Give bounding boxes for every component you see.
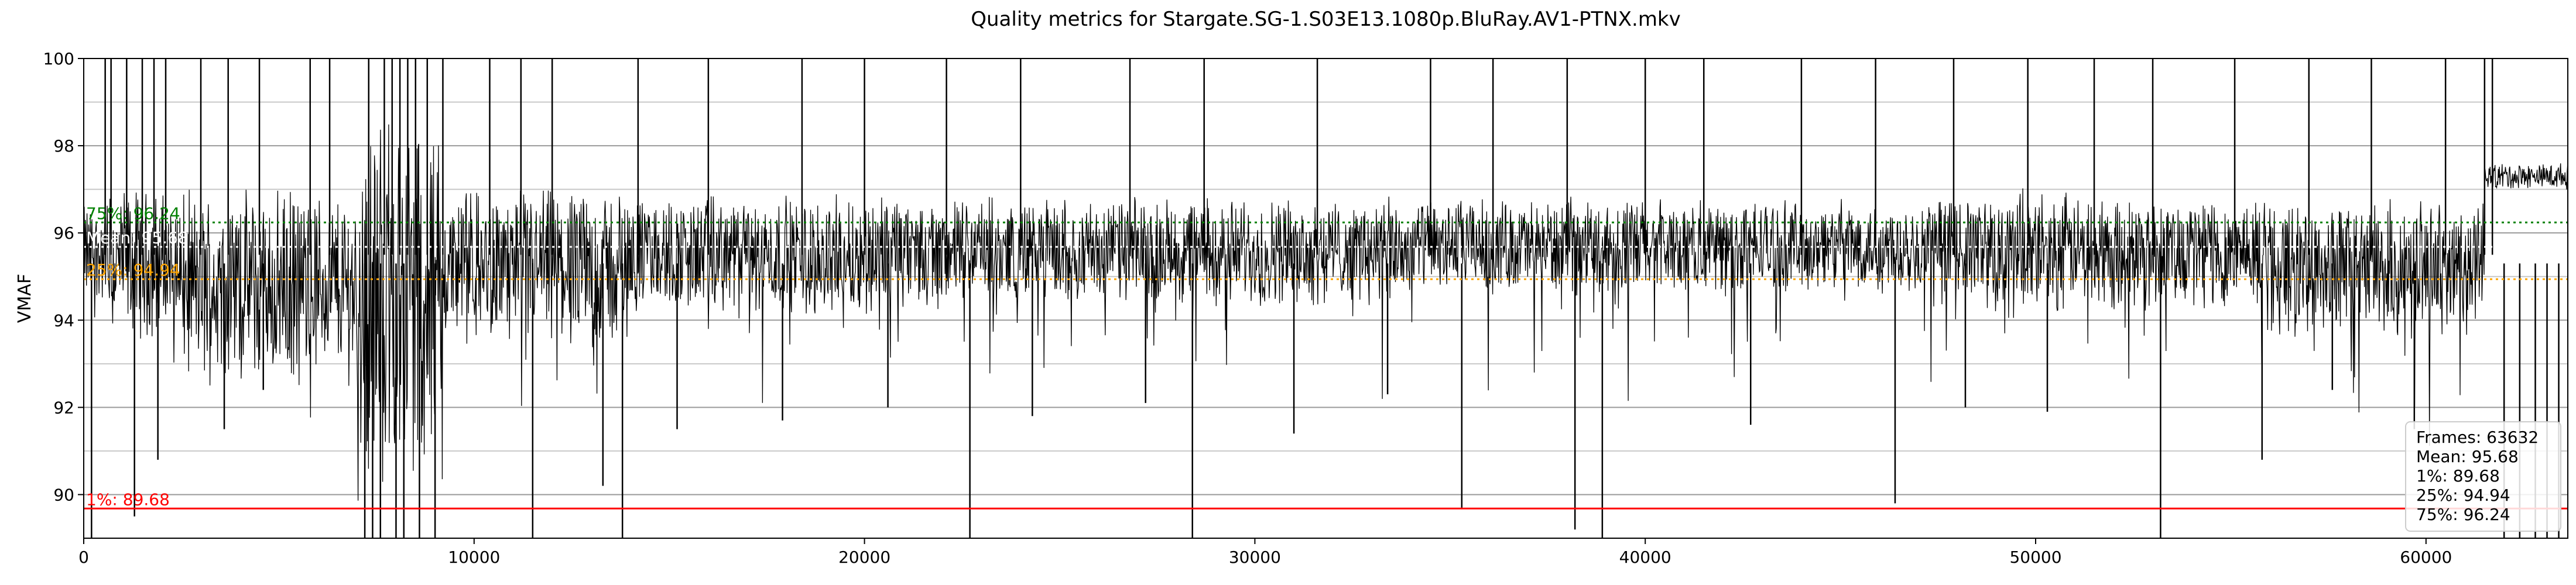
x-tick-label: 40000 xyxy=(1619,548,1671,567)
axes-layer xyxy=(83,58,2568,539)
stats-box-line: Mean: 95.68 xyxy=(2416,447,2519,466)
y-tick-label: 94 xyxy=(53,311,74,330)
x-tick-label: 60000 xyxy=(2400,548,2452,567)
y-tick-label: 96 xyxy=(53,223,74,243)
x-tick-label: 30000 xyxy=(1229,548,1281,567)
ticks-layer: 90 92 94 96 98 100 0 10000 20000 30000 40000 50000 6… xyxy=(43,49,2452,567)
x-tick-label: 50000 xyxy=(2009,548,2061,567)
y-tick-label: 92 xyxy=(53,398,74,417)
stats-box-line: 1%: 89.68 xyxy=(2416,466,2500,486)
x-tick-label: 20000 xyxy=(838,548,890,567)
chart-title: Quality metrics for Stargate.SG-1.S03E13… xyxy=(971,8,1681,31)
reference-label-75pct: 75%: 96.24 xyxy=(86,204,180,223)
series-vmaf-line xyxy=(83,124,2568,501)
stats-box-line: Frames: 63632 xyxy=(2416,428,2539,447)
series-layer xyxy=(83,58,2568,538)
plot-frame xyxy=(83,58,2568,539)
stats-box-line: 25%: 94.94 xyxy=(2416,486,2510,505)
stats-box-background xyxy=(2405,421,2561,532)
y-tick-label: 100 xyxy=(43,49,74,68)
x-tick-label: 10000 xyxy=(448,548,500,567)
y-tick-label: 98 xyxy=(53,136,74,156)
stats-box-line: 75%: 96.24 xyxy=(2416,505,2510,524)
reference-label-1pct: 1%: 89.68 xyxy=(86,490,170,509)
x-tick-label: 0 xyxy=(78,548,89,567)
y-axis-label: VMAF xyxy=(15,274,35,323)
reference-label-mean: Mean: 95.68 xyxy=(86,228,189,247)
y-tick-label: 90 xyxy=(53,485,74,504)
reference-label-25pct: 25%: 94.94 xyxy=(86,260,180,280)
